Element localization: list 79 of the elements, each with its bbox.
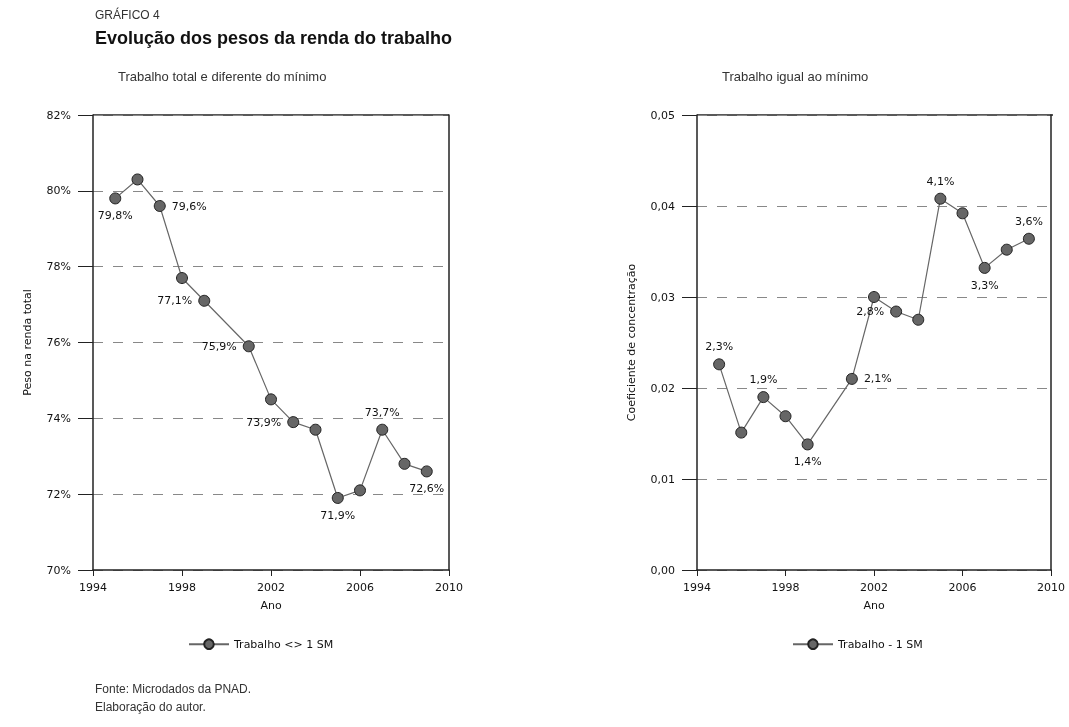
data-label: 72,6%	[409, 482, 445, 496]
point	[779, 410, 792, 423]
point	[176, 272, 188, 285]
legend-label: Trabalho - 1 SM	[837, 637, 923, 651]
data-label: 4,1%	[926, 174, 955, 188]
data-label: 2,1%	[863, 372, 892, 386]
y-tick-label: 80%	[46, 184, 71, 198]
point	[131, 173, 144, 186]
point	[376, 423, 389, 436]
point	[757, 391, 770, 404]
chart-title: Evolução dos pesos da renda do trabalho	[95, 28, 453, 49]
point	[265, 393, 277, 406]
y-tick-label: 0,04	[650, 199, 675, 213]
data-label: 77,1%	[157, 294, 193, 308]
y-tick-label: 78%	[46, 260, 71, 274]
data-label: 79,6%	[171, 199, 207, 213]
y-axis-title: Coeficiente de concentração	[625, 263, 638, 422]
data-label: 73,7%	[364, 405, 400, 419]
data-label: 2,3%	[705, 340, 734, 354]
point	[890, 305, 903, 318]
source-note: Fonte: Microdados da PNAD.	[95, 681, 252, 698]
point	[801, 438, 814, 451]
x-tick-label: 2002	[860, 581, 888, 594]
data-label: 75,9%	[201, 339, 237, 353]
y-tick-label: 70%	[46, 563, 71, 577]
data-label: 1,9%	[749, 373, 778, 387]
y-tick-label: 0,03	[650, 290, 675, 304]
x-tick-label: 2002	[257, 581, 285, 594]
point	[1000, 243, 1013, 256]
y-tick-label: 0,00	[650, 563, 675, 577]
y-tick-label: 0,01	[650, 472, 675, 486]
data-label: 2,8%	[856, 305, 885, 319]
x-tick-label: 2006	[346, 581, 374, 594]
point	[912, 313, 925, 326]
y-tick-label: 76%	[46, 336, 71, 349]
point	[1022, 232, 1035, 245]
y-tick-label: 74%	[46, 411, 71, 425]
point	[956, 207, 969, 220]
y-tick-label: 82%	[46, 108, 71, 122]
x-axis-title: Ano	[863, 599, 885, 612]
y-tick-label: 0,05	[650, 108, 675, 122]
y-tick-label: 72%	[46, 487, 71, 501]
legend-label: Trabalho <> 1 SM	[233, 637, 334, 651]
data-label: 3,3%	[970, 278, 999, 292]
x-tick-label: 1998	[168, 581, 196, 594]
y-tick-label: 0,02	[650, 381, 675, 395]
data-label: 71,9%	[320, 508, 356, 522]
point	[109, 192, 122, 205]
point	[287, 416, 300, 429]
point	[713, 358, 726, 371]
point	[845, 372, 858, 385]
x-tick-label: 2010	[435, 581, 463, 594]
x-tick-label: 1998	[771, 581, 800, 594]
x-tick-label: 1994	[79, 581, 107, 594]
x-tick-label: 1994	[683, 581, 711, 594]
x-axis-title: Ano	[260, 599, 282, 612]
data-label: 1,4%	[793, 455, 822, 469]
point	[868, 291, 880, 303]
data-label: 3,6%	[1014, 214, 1043, 228]
x-tick-label: 2006	[948, 581, 977, 594]
point	[309, 423, 322, 436]
point	[934, 192, 947, 205]
point	[420, 465, 433, 478]
point	[153, 200, 166, 212]
point	[735, 426, 748, 439]
data-label: 79,8%	[97, 209, 133, 223]
point	[978, 261, 991, 274]
y-axis-title: Peso na renda total	[21, 289, 34, 396]
chart-subtitle: Trabalho total e diferente do mínimo	[118, 69, 327, 84]
text: GRÁFICO 4	[95, 8, 160, 22]
data-label: 73,9%	[246, 415, 282, 429]
point	[242, 340, 255, 353]
point	[354, 484, 366, 497]
point	[331, 491, 344, 504]
x-tick-label: 2010	[1037, 581, 1065, 594]
text: Elaboração do autor.	[95, 699, 207, 716]
point	[198, 294, 211, 307]
chart-title: Trabalho igual ao mínimo	[722, 69, 869, 84]
point	[398, 457, 411, 470]
